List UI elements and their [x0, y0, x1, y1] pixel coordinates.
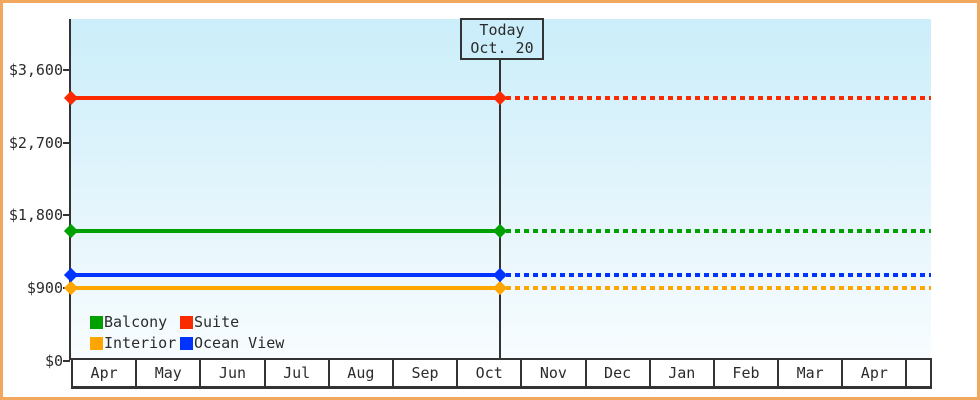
ocean-view-line-dashed	[506, 272, 931, 277]
month-label: Nov	[539, 364, 567, 382]
month-cell: Jun	[201, 360, 266, 386]
today-line	[499, 58, 501, 360]
y-tick-mark	[63, 214, 70, 217]
legend-label: Balcony	[104, 313, 168, 331]
y-tick-label: $3,600	[8, 61, 63, 80]
month-cell: Jul	[266, 360, 330, 386]
month-cell: Nov	[522, 360, 587, 386]
month-label: May	[154, 364, 182, 382]
y-tick-mark	[63, 69, 70, 72]
suite-line-dashed	[506, 96, 931, 101]
y-tick-label: $900	[26, 278, 63, 297]
legend: Balcony Suite Interior Ocean View	[90, 313, 284, 352]
month-cell: Apr	[73, 360, 138, 386]
legend-item: Suite	[180, 313, 284, 331]
legend-label: Interior	[104, 334, 177, 352]
month-label: Mar	[796, 364, 824, 382]
month-row: Apr May Jun Jul Aug Sep Oct Nov Dec Jan Feb Mar Apr	[71, 358, 932, 389]
today-box: Today Oct. 20	[460, 18, 544, 60]
month-cell-empty	[907, 360, 930, 386]
plot-area	[71, 19, 931, 360]
suite-line-solid	[71, 96, 500, 101]
y-tick-label: $0	[44, 351, 63, 370]
month-cell: Oct	[458, 360, 523, 386]
month-cell: Feb	[715, 360, 780, 386]
month-label: Jun	[218, 364, 247, 382]
balcony-legend-swatch	[90, 315, 103, 329]
legend-label: Suite	[194, 313, 240, 331]
interior-line-solid	[71, 285, 500, 290]
y-tick-mark	[63, 359, 70, 362]
month-cell: Sep	[394, 360, 459, 386]
balcony-line-dashed	[506, 229, 931, 234]
ocean-view-legend-swatch	[180, 336, 193, 350]
ocean-view-line-solid	[71, 272, 500, 277]
month-label: Jul	[283, 364, 311, 382]
legend-item: Balcony	[90, 313, 180, 331]
legend-label: Ocean View	[194, 334, 285, 352]
month-cell: May	[137, 360, 202, 386]
today-label: Today	[479, 21, 525, 39]
month-label: Sep	[411, 364, 439, 382]
month-cell: Mar	[779, 360, 844, 386]
y-tick-label: $2,700	[8, 133, 63, 152]
month-cell: Aug	[330, 360, 394, 386]
suite-legend-swatch	[180, 315, 193, 329]
month-cell: Jan	[651, 360, 715, 386]
month-label: Dec	[604, 364, 632, 382]
month-label: Oct	[475, 364, 503, 382]
month-label: Apr	[860, 364, 888, 382]
legend-item: Ocean View	[180, 334, 284, 352]
y-axis-line	[69, 19, 71, 360]
month-cell: Dec	[587, 360, 651, 386]
y-tick-mark	[63, 141, 70, 144]
month-label: Apr	[90, 364, 118, 382]
interior-legend-swatch	[90, 336, 103, 350]
legend-item: Interior	[90, 334, 180, 352]
today-date: Oct. 20	[470, 39, 534, 57]
month-label: Aug	[347, 364, 375, 382]
month-label: Feb	[732, 364, 760, 382]
y-tick-label: $1,800	[8, 206, 63, 225]
month-label: Jan	[668, 364, 696, 382]
interior-line-dashed	[506, 285, 931, 290]
month-cell: Apr	[843, 360, 908, 386]
balcony-line-solid	[71, 229, 500, 234]
